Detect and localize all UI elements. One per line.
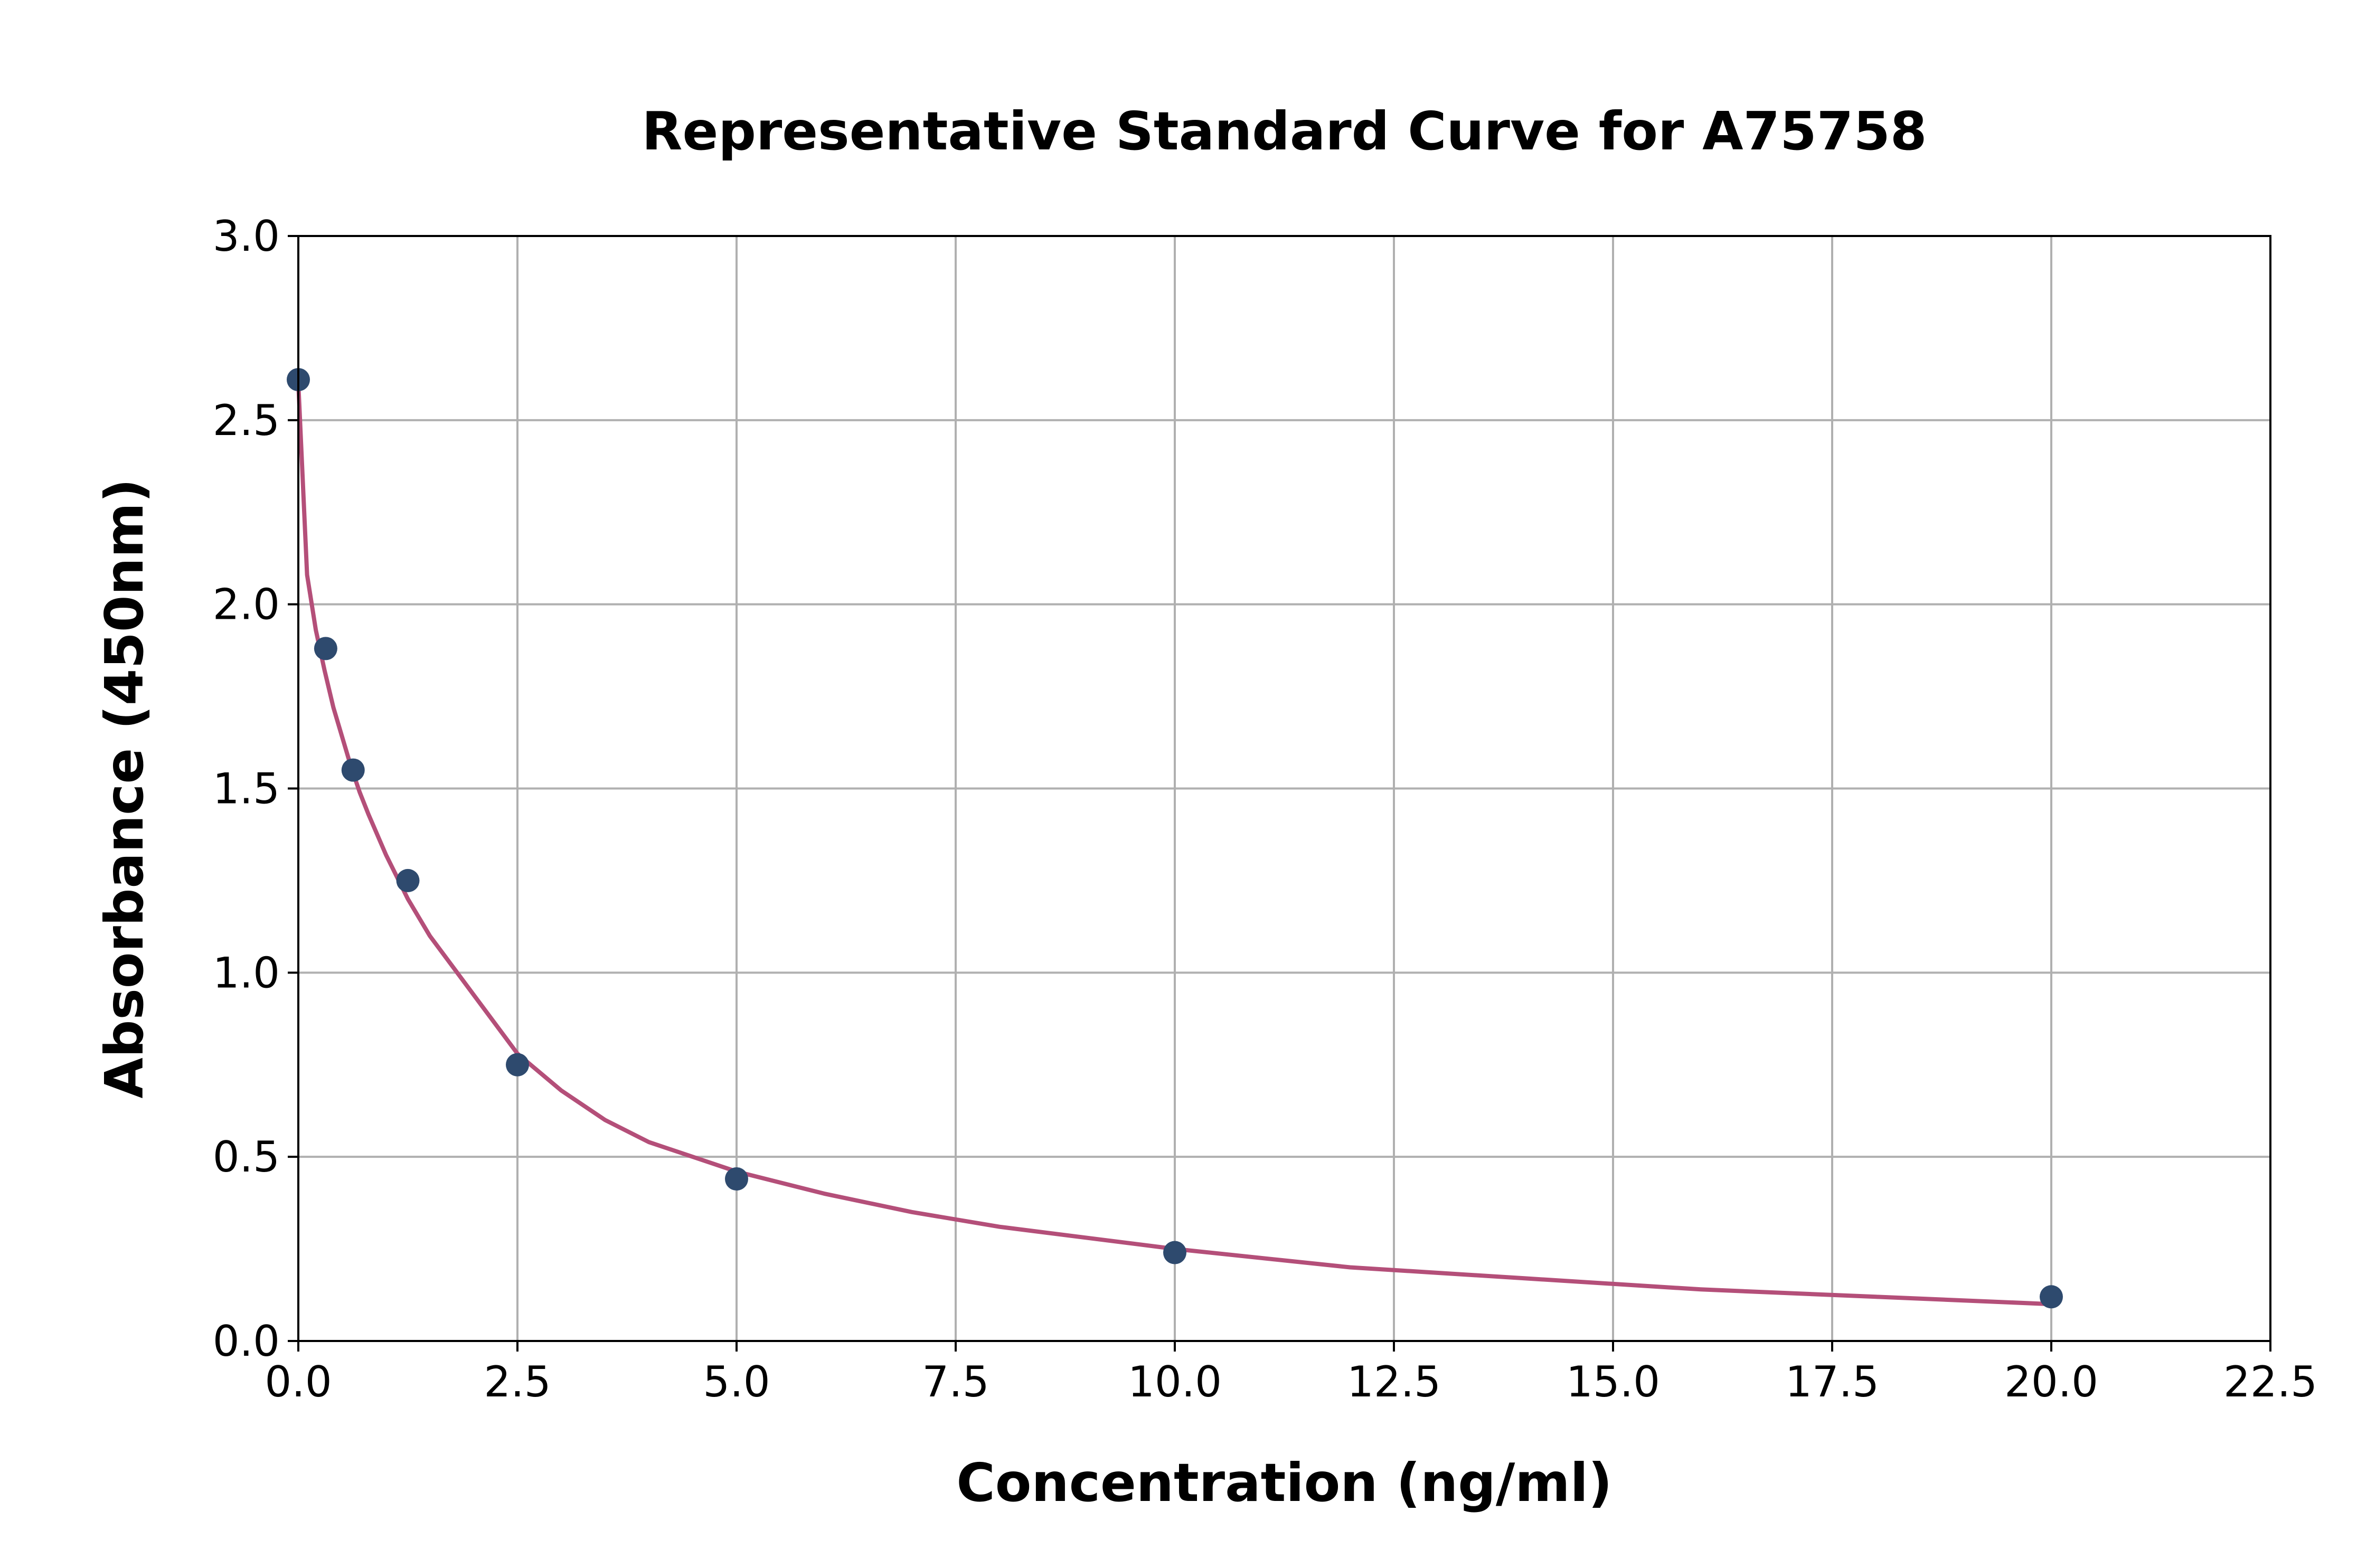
data-point (2040, 1285, 2063, 1309)
y-tick-label: 0.0 (213, 1317, 280, 1366)
x-tick-label: 5.0 (703, 1357, 770, 1406)
y-tick-label: 1.0 (213, 948, 280, 997)
y-tick-label: 0.5 (213, 1132, 280, 1182)
y-tick-label: 1.5 (213, 764, 280, 814)
x-tick-label: 7.5 (922, 1357, 989, 1406)
data-point (506, 1053, 529, 1076)
x-axis-label: Concentration (ng/ml) (956, 1452, 1612, 1514)
grid-layer (297, 235, 2271, 1342)
data-point (1163, 1241, 1186, 1264)
x-tick-label: 10.0 (1128, 1357, 1222, 1406)
x-tick-label: 20.0 (2004, 1357, 2098, 1406)
ticks-layer: 0.0 2.5 5.0 7.5 10.0 12.5 15.0 17.5 20.0 22.5 0.0 0… (213, 212, 2317, 1406)
x-tick-label: 0.0 (265, 1357, 332, 1406)
data-point (725, 1167, 748, 1191)
data-point (396, 868, 420, 892)
x-tick-label: 22.5 (2223, 1357, 2317, 1406)
x-tick-label: 2.5 (484, 1357, 551, 1406)
x-tick-label: 17.5 (1785, 1357, 1879, 1406)
data-point (314, 637, 337, 660)
y-tick-label: 2.0 (213, 580, 280, 629)
chart-title: Representative Standard Curve for A75758 (642, 100, 1927, 162)
data-point (341, 758, 365, 782)
fit-curve-line (296, 381, 2053, 1307)
y-tick-label: 3.0 (213, 212, 280, 261)
x-tick-label: 15.0 (1566, 1357, 1660, 1406)
x-tick-label: 12.5 (1347, 1357, 1441, 1406)
y-axis-label: Absorbance (450nm) (93, 478, 155, 1098)
y-tick-label: 2.5 (213, 396, 280, 445)
curve-layer (296, 381, 2053, 1307)
